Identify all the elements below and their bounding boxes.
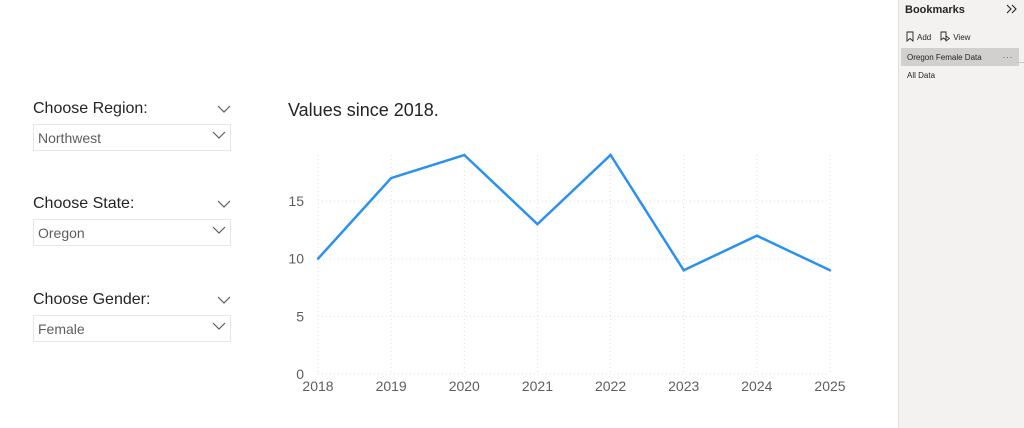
y-tick-label: 10 xyxy=(288,251,304,267)
x-tick-label: 2019 xyxy=(376,378,407,394)
chevron-down-icon xyxy=(212,223,226,242)
state-dropdown[interactable]: Oregon xyxy=(33,219,231,246)
x-tick-label: 2025 xyxy=(814,378,845,394)
bookmarks-pane-header: Bookmarks xyxy=(899,0,1024,18)
data-point xyxy=(316,257,320,260)
x-tick-label: 2024 xyxy=(741,378,772,394)
y-axis: 0 5 10 15 xyxy=(288,193,304,382)
x-tick-label: 2022 xyxy=(595,378,626,394)
chart-gridlines xyxy=(317,155,831,375)
state-dropdown-value: Oregon xyxy=(38,224,85,241)
bookmark-icon xyxy=(906,31,914,44)
x-tick-label: 2018 xyxy=(302,378,333,394)
line-chart[interactable]: 0 5 10 15 2018 2019 2020 2021 2022 2023 2024 2025 xyxy=(270,140,850,410)
gender-dropdown[interactable]: Female xyxy=(33,315,231,342)
chevron-down-icon xyxy=(212,128,226,147)
data-point xyxy=(536,222,539,226)
bookmark-item-label: Oregon Female Data xyxy=(907,52,982,62)
state-slicer-title: Choose State: xyxy=(33,195,135,212)
gender-slicer-title: Choose Gender: xyxy=(33,291,151,308)
region-slicer: Choose Region: Northwest xyxy=(33,98,231,151)
gender-dropdown-value: Female xyxy=(38,320,85,337)
x-tick-label: 2021 xyxy=(522,378,553,394)
region-dropdown-value: Northwest xyxy=(38,129,102,146)
state-slicer-header: Choose State: xyxy=(33,193,231,215)
bookmark-item-oregon-female-data[interactable]: Oregon Female Data ··· xyxy=(901,48,1019,66)
add-bookmark-button[interactable]: Add xyxy=(906,31,931,44)
data-point xyxy=(609,153,612,157)
bookmarks-pane: Bookmarks Add View Oregon Female Data ··… xyxy=(898,0,1024,428)
data-point xyxy=(682,269,685,272)
chart-series xyxy=(316,153,832,272)
chevron-down-icon xyxy=(212,319,226,338)
y-tick-label: 0 xyxy=(296,366,304,382)
view-bookmarks-button[interactable]: View xyxy=(940,31,970,44)
series-line xyxy=(317,153,831,272)
data-point xyxy=(828,269,832,272)
bookmarks-pane-title: Bookmarks xyxy=(905,4,965,16)
bookmark-item-label: All Data xyxy=(907,70,936,80)
chevron-down-icon[interactable] xyxy=(217,293,231,307)
y-tick-label: 5 xyxy=(296,308,304,324)
bookmark-item-all-data[interactable]: All Data xyxy=(899,66,1024,84)
view-bookmarks-label: View xyxy=(953,32,971,42)
data-point xyxy=(755,234,759,237)
x-tick-label: 2023 xyxy=(668,378,699,394)
gender-slicer: Choose Gender: Female xyxy=(33,289,231,342)
chevron-down-icon[interactable] xyxy=(217,197,231,211)
region-slicer-header: Choose Region: xyxy=(33,98,231,120)
bookmarks-toolbar: Add View xyxy=(899,18,1024,48)
data-point xyxy=(463,153,466,157)
x-tick-label: 2020 xyxy=(449,378,480,394)
slideshow-icon xyxy=(940,31,951,44)
gender-slicer-header: Choose Gender: xyxy=(33,289,231,311)
pane-divider xyxy=(1016,62,1024,63)
chevron-down-icon[interactable] xyxy=(217,102,231,116)
state-slicer: Choose State: Oregon xyxy=(33,193,231,246)
add-bookmark-label: Add xyxy=(917,32,932,42)
region-slicer-title: Choose Region: xyxy=(33,100,148,117)
chart-title: Values since 2018. xyxy=(288,100,439,120)
data-point xyxy=(389,176,393,180)
more-options-icon[interactable]: ··· xyxy=(1002,52,1013,62)
double-chevron-right-icon[interactable] xyxy=(1006,3,1018,17)
x-axis: 2018 2019 2020 2021 2022 2023 2024 2025 xyxy=(302,378,845,394)
region-dropdown[interactable]: Northwest xyxy=(33,124,231,151)
y-tick-label: 15 xyxy=(288,193,304,209)
